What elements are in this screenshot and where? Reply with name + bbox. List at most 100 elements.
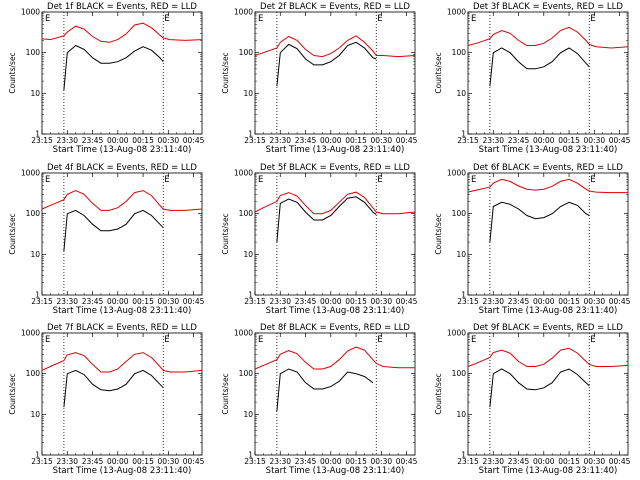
- x-tick-label: 00:45: [396, 297, 418, 306]
- x-tick-label: 00:15: [558, 136, 580, 145]
- chart-title: Det 5f BLACK = Events, RED = LLD: [260, 163, 410, 173]
- y-tick-label: 100: [452, 209, 467, 218]
- event-marker-label: E: [258, 335, 263, 345]
- event-marker-label: E: [471, 14, 476, 24]
- y-axis-label: Counts/sec: [221, 213, 230, 254]
- plot-frame: [254, 11, 416, 135]
- y-axis-label: Counts/sec: [8, 373, 17, 414]
- event-marker-label: E: [45, 14, 50, 24]
- x-tick-label: 23:45: [82, 457, 104, 466]
- x-tick-label: 00:45: [396, 136, 418, 145]
- y-tick-label: 1000: [447, 169, 466, 178]
- events-series-line: [276, 41, 377, 87]
- x-axis-label: Start Time (13-Aug-08 23:11:40): [266, 306, 405, 316]
- event-marker-label: E: [377, 335, 382, 345]
- x-tick-label: 00:00: [533, 297, 555, 306]
- x-tick-label: 23:15: [31, 457, 53, 466]
- event-marker-label: E: [164, 14, 169, 24]
- y-tick-label: 100: [239, 209, 254, 218]
- lld-series-line: [41, 352, 203, 373]
- chart-title: Det 9f BLACK = Events, RED = LLD: [473, 323, 623, 333]
- lld-series-line: [467, 347, 629, 367]
- y-tick-label: 10: [456, 410, 466, 419]
- event-marker-label: E: [590, 335, 595, 345]
- y-tick-label: 1000: [21, 329, 40, 338]
- x-tick-label: 00:00: [107, 297, 129, 306]
- y-tick-label: 1: [461, 130, 466, 139]
- y-tick-label: 1000: [234, 329, 253, 338]
- x-tick-label: 00:00: [533, 136, 555, 145]
- x-tick-label: 23:30: [482, 297, 504, 306]
- y-tick-label: 1: [461, 291, 466, 300]
- y-tick-label: 100: [452, 48, 467, 57]
- x-tick-label: 00:15: [132, 297, 154, 306]
- event-marker-label: E: [471, 335, 476, 345]
- events-series-line: [63, 44, 164, 91]
- x-tick-label: 00:00: [320, 136, 342, 145]
- y-tick-label: 100: [26, 209, 41, 218]
- x-tick-label: 23:30: [269, 136, 291, 145]
- x-tick-label: 00:30: [371, 297, 393, 306]
- lld-series-line: [41, 22, 203, 43]
- x-tick-label: 00:30: [371, 457, 393, 466]
- plot-frame: [467, 172, 629, 296]
- x-tick-label: 00:15: [558, 457, 580, 466]
- chart-panel-1: Det 1f BLACK = Events, RED = LLD 1 10 100 10…: [8, 2, 205, 155]
- chart-panel-7: Det 7f BLACK = Events, RED = LLD 1 10 100 10…: [8, 323, 205, 476]
- x-tick-label: 23:45: [82, 136, 104, 145]
- chart-panel-9: Det 9f BLACK = Events, RED = LLD 1 10 100 10…: [434, 323, 631, 476]
- events-series-line: [489, 47, 590, 87]
- y-tick-label: 1000: [21, 169, 40, 178]
- y-tick-label: 1000: [447, 8, 466, 17]
- y-tick-label: 1: [35, 130, 40, 139]
- x-tick-label: 23:15: [244, 136, 266, 145]
- events-series-line: [276, 196, 377, 243]
- event-marker-label: E: [471, 175, 476, 185]
- x-axis-label: Start Time (13-Aug-08 23:11:40): [266, 145, 405, 155]
- x-tick-label: 23:45: [508, 457, 530, 466]
- x-tick-label: 00:45: [609, 297, 631, 306]
- plot-frame: [254, 332, 416, 456]
- y-tick-label: 10: [456, 89, 466, 98]
- y-tick-label: 1000: [21, 8, 40, 17]
- y-tick-label: 100: [239, 369, 254, 378]
- y-tick-label: 100: [452, 369, 467, 378]
- x-tick-label: 23:45: [295, 297, 317, 306]
- x-tick-label: 23:45: [508, 297, 530, 306]
- x-axis-label: Start Time (13-Aug-08 23:11:40): [479, 306, 618, 316]
- x-tick-label: 00:45: [183, 136, 205, 145]
- x-tick-label: 23:30: [56, 457, 78, 466]
- x-tick-label: 23:30: [269, 297, 291, 306]
- y-axis-label: Counts/sec: [434, 52, 443, 93]
- y-tick-label: 1: [35, 291, 40, 300]
- x-tick-label: 23:15: [31, 297, 53, 306]
- x-axis-label: Start Time (13-Aug-08 23:11:40): [479, 145, 618, 155]
- events-series-line: [489, 368, 590, 408]
- y-tick-label: 10: [30, 250, 40, 259]
- events-series-line: [63, 209, 164, 252]
- chart-title: Det 2f BLACK = Events, RED = LLD: [260, 2, 410, 12]
- x-axis-label: Start Time (13-Aug-08 23:11:40): [479, 466, 618, 476]
- y-tick-label: 1000: [447, 329, 466, 338]
- y-tick-label: 1: [248, 130, 253, 139]
- x-tick-label: 00:15: [345, 457, 367, 466]
- y-tick-label: 10: [30, 410, 40, 419]
- event-marker-label: E: [377, 14, 382, 24]
- x-tick-label: 00:30: [584, 136, 606, 145]
- x-tick-label: 00:00: [107, 136, 129, 145]
- event-marker-label: E: [258, 175, 263, 185]
- x-tick-label: 23:45: [295, 136, 317, 145]
- y-tick-label: 10: [30, 89, 40, 98]
- x-tick-label: 23:45: [508, 136, 530, 145]
- y-tick-label: 1000: [234, 169, 253, 178]
- y-tick-label: 1: [35, 451, 40, 460]
- x-tick-label: 00:15: [558, 297, 580, 306]
- lld-series-line: [254, 35, 416, 58]
- x-tick-label: 23:30: [56, 136, 78, 145]
- y-tick-label: 10: [243, 89, 253, 98]
- x-tick-label: 23:15: [244, 457, 266, 466]
- x-tick-label: 00:00: [320, 457, 342, 466]
- events-series-line: [276, 368, 374, 412]
- plot-frame: [467, 11, 629, 135]
